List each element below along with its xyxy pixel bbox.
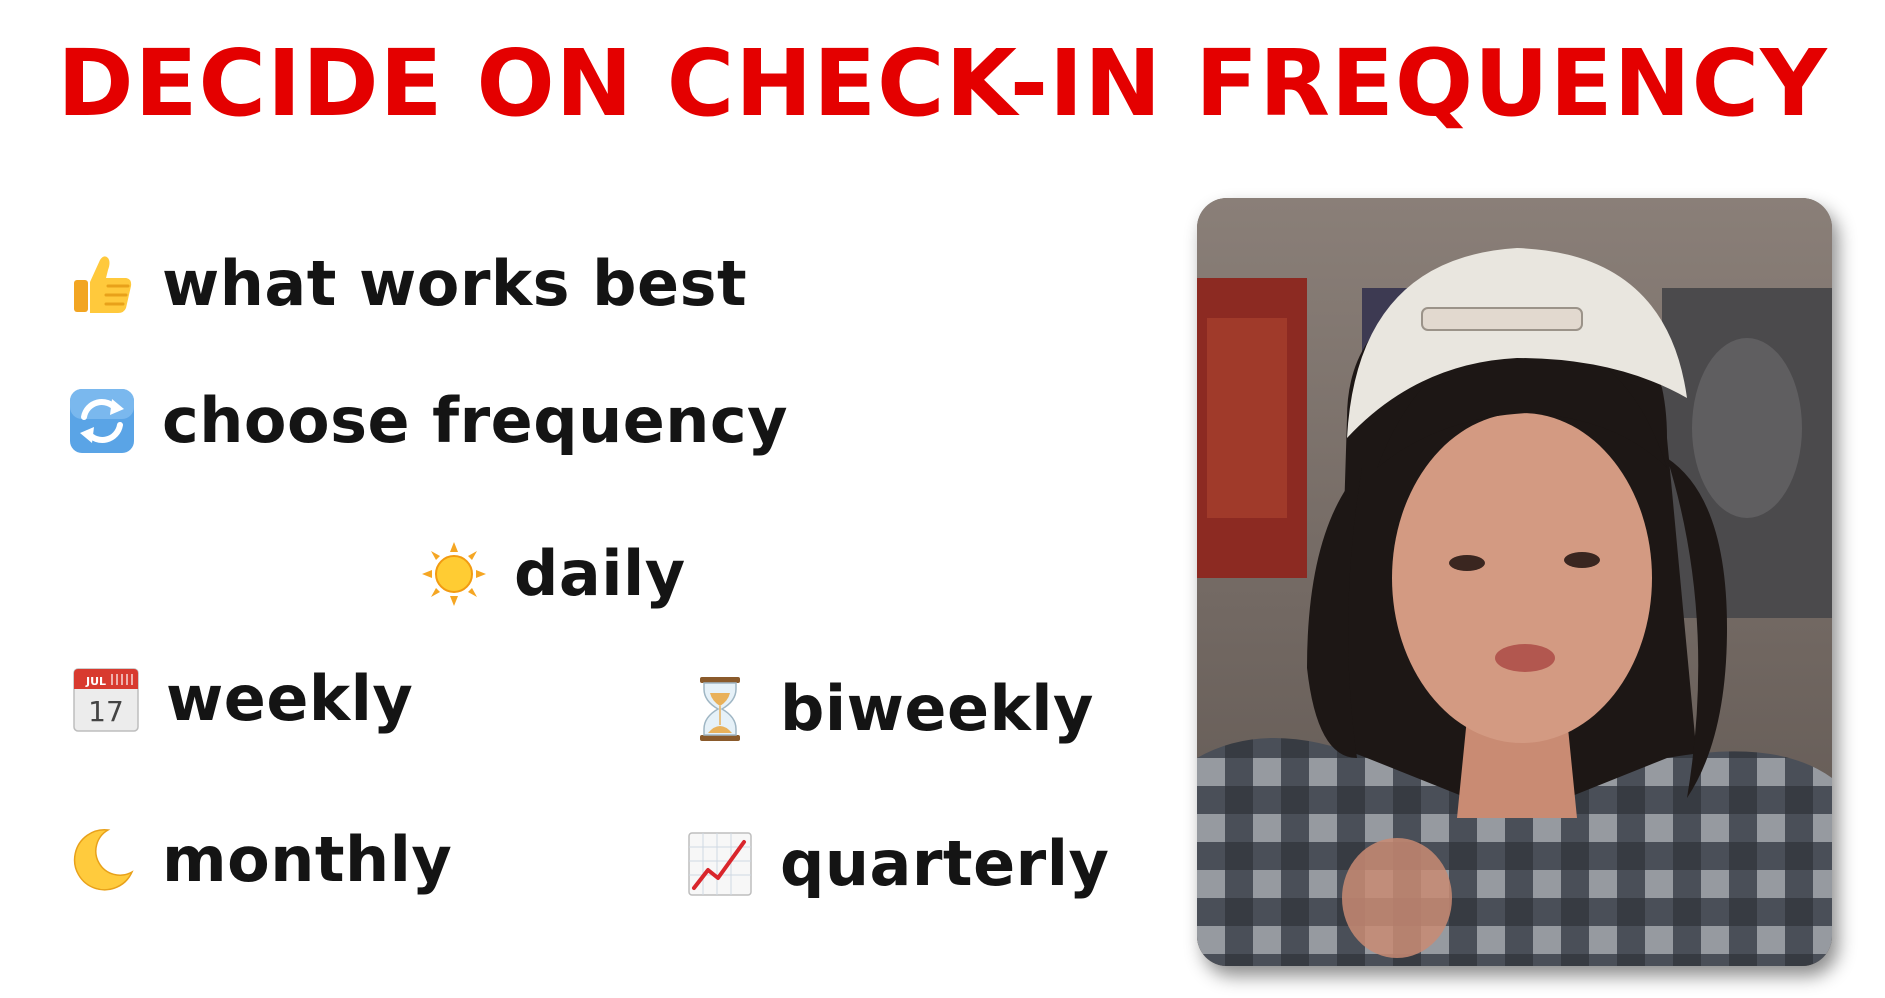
item-label: choose frequency xyxy=(162,384,789,457)
item-choose-frequency: choose frequency xyxy=(68,387,788,455)
calendar-day: 17 xyxy=(88,695,124,728)
item-label: weekly xyxy=(166,662,414,735)
item-quarterly: quarterly xyxy=(686,830,1109,898)
item-label: quarterly xyxy=(780,827,1110,900)
chart-increasing-icon xyxy=(688,832,752,896)
item-label: daily xyxy=(514,537,686,610)
item-label: monthly xyxy=(162,823,453,896)
item-what-works-best: what works best xyxy=(68,250,747,318)
slide-title: DECIDE ON CHECK-IN FREQUENCY xyxy=(57,30,1828,137)
item-daily: daily xyxy=(420,540,686,608)
presenter-photo xyxy=(1197,198,1832,966)
sun-icon xyxy=(422,542,486,606)
calendar-month: JUL xyxy=(85,675,106,688)
thumbs-up-icon xyxy=(74,256,132,313)
item-label: biweekly xyxy=(780,672,1094,745)
item-monthly: monthly xyxy=(68,826,452,894)
item-biweekly: biweekly xyxy=(686,675,1094,743)
item-weekly: JUL 17 weekly xyxy=(72,665,413,733)
hourglass-icon xyxy=(700,677,740,741)
item-label: what works best xyxy=(162,247,748,320)
repeat-arrows-icon xyxy=(70,389,134,453)
calendar-icon: JUL 17 xyxy=(73,668,139,732)
crescent-moon-icon xyxy=(73,829,134,891)
